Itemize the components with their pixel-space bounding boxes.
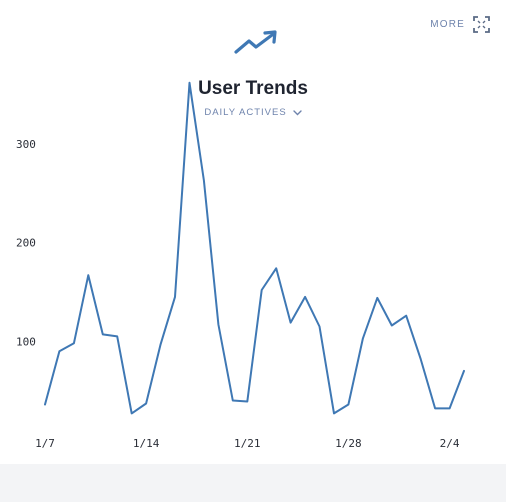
chart-card: 100 200 300 1/7 1/14 1/21 1/28 2/4 MORE User T… <box>0 16 506 450</box>
x-tick-label: 1/21 <box>234 437 261 450</box>
line-chart: 100 200 300 1/7 1/14 1/21 1/28 2/4 <box>16 81 465 450</box>
x-axis-ticks: 1/7 1/14 1/21 1/28 2/4 <box>35 437 460 450</box>
more-button[interactable]: MORE <box>430 16 490 33</box>
metric-label: DAILY ACTIVES <box>204 107 287 118</box>
x-tick-label: 1/14 <box>133 437 160 450</box>
chevron-down-icon <box>292 109 302 115</box>
y-axis-ticks: 100 200 300 <box>16 138 36 348</box>
footer-band <box>0 464 506 502</box>
x-tick-label: 1/28 <box>335 437 362 450</box>
daily-actives-line <box>44 81 465 415</box>
metric-dropdown[interactable]: DAILY ACTIVES <box>0 107 506 118</box>
y-tick-label: 100 <box>16 335 36 348</box>
data-points <box>44 82 465 415</box>
expand-icon <box>473 16 490 33</box>
page-title: User Trends <box>198 78 308 99</box>
trend-up-arrow-icon <box>234 30 277 54</box>
x-tick-label: 2/4 <box>440 437 460 450</box>
y-tick-label: 300 <box>16 138 36 151</box>
x-tick-label: 1/7 <box>35 437 55 450</box>
y-tick-label: 200 <box>16 237 36 250</box>
more-label: MORE <box>430 19 465 30</box>
